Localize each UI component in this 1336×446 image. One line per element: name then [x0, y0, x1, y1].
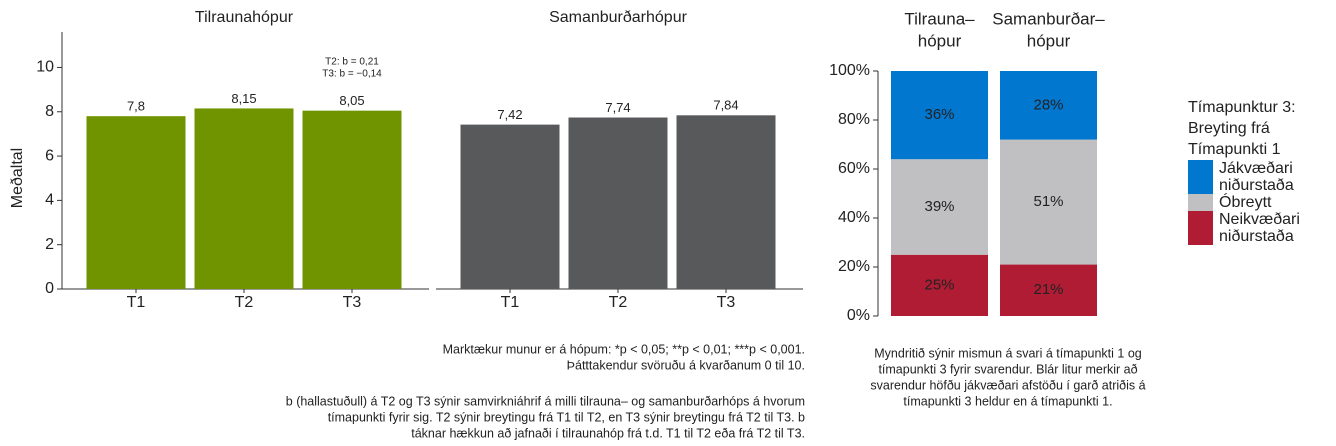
value-label: 28% — [1033, 96, 1063, 113]
value-label: 36% — [924, 106, 954, 123]
y-axis-label: Meðaltal — [9, 148, 26, 208]
annotation: T3: b = −0,14 — [322, 69, 382, 80]
category-label: Samanburðar– — [992, 9, 1105, 28]
value-label: 7,74 — [605, 100, 630, 115]
caption: Marktækur munur er á hópum: *p < 0,05; *… — [443, 342, 805, 356]
legend-swatch — [1188, 211, 1213, 245]
y-tick-label: 20% — [838, 258, 870, 275]
legend-swatch — [1188, 160, 1213, 194]
y-tick-label: 2 — [45, 236, 54, 253]
bar-segment — [1000, 264, 1097, 316]
value-label: 7,8 — [127, 99, 145, 114]
y-tick-label: 100% — [829, 62, 870, 79]
y-tick-label: 0% — [847, 307, 870, 324]
y-tick-label: 60% — [838, 160, 870, 177]
caption: b (hallastuðull) á T2 og T3 sýnir samvir… — [286, 394, 805, 408]
category-label: hópur — [1027, 31, 1071, 50]
bar — [302, 110, 402, 289]
y-tick-label: 10 — [36, 59, 54, 76]
legend-swatch — [1188, 194, 1213, 211]
bar-segment — [891, 254, 988, 316]
value-label: 7,42 — [497, 107, 522, 122]
y-tick-label: 80% — [838, 111, 870, 128]
panel-title: Tilraunahópur — [195, 9, 294, 26]
bar — [194, 108, 294, 289]
legend: Tímapunktur 3: Breyting frá Tímapunkti 1 Já… — [1188, 97, 1336, 245]
legend-title: Tímapunktur 3: — [1188, 99, 1296, 116]
value-label: 21% — [1033, 281, 1063, 298]
x-tick-label: T3 — [343, 294, 362, 311]
bar — [568, 117, 668, 289]
caption: tímapunkti 3 heldur en á tímapunkti 1. — [903, 394, 1112, 408]
x-tick-label: T1 — [501, 294, 520, 311]
legend-label: Jákvæðari niðurstaða — [1219, 160, 1294, 194]
legend-item: Jákvæðari niðurstaða — [1188, 160, 1336, 194]
x-tick-label: T2 — [235, 294, 254, 311]
y-tick-label: 40% — [838, 209, 870, 226]
bar — [460, 124, 560, 290]
value-label: 7,84 — [713, 98, 738, 113]
legend-item: Neikvæðari niðurstaða — [1188, 211, 1336, 245]
caption: Myndritið sýnir mismun á svari á tímapun… — [874, 346, 1142, 360]
y-tick-label: 4 — [45, 192, 54, 209]
bar — [86, 116, 186, 289]
value-label: 8,05 — [339, 93, 364, 108]
bar-segment — [891, 71, 988, 160]
value-label: 8,15 — [231, 91, 256, 106]
legend-label: Óbreytt — [1219, 194, 1272, 211]
bar — [676, 115, 776, 289]
annotation: T2: b = 0,21 — [325, 57, 379, 68]
caption: svarendur höfðu jákvæðari afstöðu í garð… — [870, 378, 1145, 392]
x-tick-label: T2 — [609, 294, 628, 311]
value-label: 25% — [924, 276, 954, 293]
x-tick-label: T3 — [717, 294, 736, 311]
caption: tímapunkti 3 fyrir svarendur. Blár litur… — [878, 362, 1137, 376]
bar-segment — [1000, 71, 1097, 140]
value-label: 39% — [924, 198, 954, 215]
value-label: 51% — [1033, 193, 1063, 210]
legend-item: Óbreytt — [1188, 194, 1336, 211]
panel-title: Samanburðarhópur — [549, 9, 688, 26]
x-tick-label: T1 — [127, 294, 146, 311]
legend-label: Neikvæðari niðurstaða — [1219, 211, 1300, 245]
y-tick-label: 0 — [45, 280, 54, 297]
caption: tímapunkti fyrir sig. T2 sýnir breytingu… — [328, 410, 805, 424]
bar-segment — [1000, 139, 1097, 265]
bar-segment — [891, 159, 988, 255]
y-tick-label: 8 — [45, 103, 54, 120]
category-label: Tilrauna– — [904, 9, 975, 28]
y-tick-label: 6 — [45, 147, 54, 164]
category-label: hópur — [918, 31, 962, 50]
caption: Þátttakendur svöruðu á kvarðanum 0 til 1… — [567, 358, 805, 372]
caption: táknar hækkun að jafnaði í tilraunahóp f… — [411, 426, 805, 440]
legend-title: Tímapunkti 1 — [1188, 141, 1281, 158]
legend-title: Breyting frá — [1188, 120, 1270, 137]
